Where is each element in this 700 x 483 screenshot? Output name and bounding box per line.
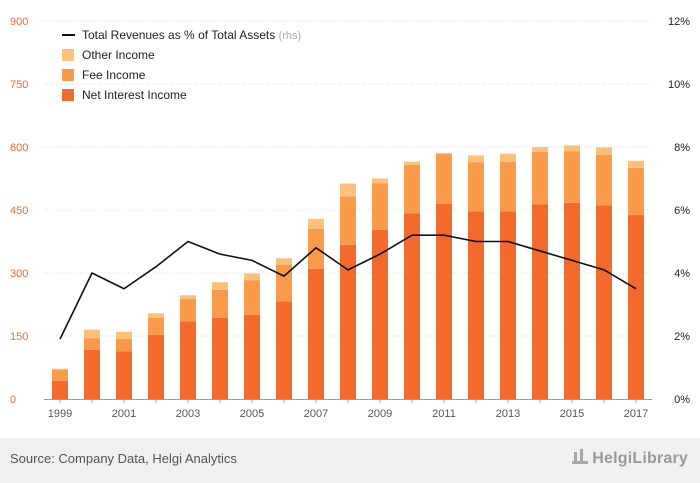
bar-other-income xyxy=(244,273,260,281)
bar-net-interest-income xyxy=(500,211,516,399)
y-right-tick-label: 10% xyxy=(668,79,690,91)
bar-net-interest-income xyxy=(308,268,324,399)
bar-other-income xyxy=(628,160,644,168)
x-tick-label: 2011 xyxy=(432,408,456,420)
bar-fee-income xyxy=(180,299,196,322)
bar-fee-income xyxy=(436,154,452,204)
x-tick-label: 2013 xyxy=(496,408,520,420)
bar-fee-income xyxy=(532,152,548,205)
y-right-tick-label: 8% xyxy=(674,142,690,154)
legend-label: Net Interest Income xyxy=(82,88,187,102)
legend-swatch xyxy=(62,89,74,101)
bar-net-interest-income xyxy=(84,349,100,399)
bar-other-income xyxy=(148,313,164,318)
bar-other-income xyxy=(596,147,612,155)
y-left-tick-label: 600 xyxy=(10,142,28,154)
bar-fee-income xyxy=(564,151,580,203)
y-right-tick-label: 2% xyxy=(674,331,690,343)
x-tick-label: 2003 xyxy=(176,408,200,420)
bar-fee-income xyxy=(500,161,516,212)
bar-other-income xyxy=(500,153,516,162)
bar-other-income xyxy=(340,183,356,197)
bar-other-income xyxy=(276,258,292,265)
bar-net-interest-income xyxy=(52,380,68,399)
bar-other-income xyxy=(84,329,100,339)
chart-canvas: 0 150 300 450 600 750 900 0% 2% 4% 6% 8% 10% 12% 1999 2… xyxy=(10,16,690,420)
bar-net-interest-income xyxy=(340,244,356,399)
bar-net-interest-income xyxy=(212,317,228,399)
y-left-tick-label: 750 xyxy=(10,79,28,91)
bar-other-income xyxy=(468,155,484,163)
bar-other-income xyxy=(116,331,132,339)
legend-swatch xyxy=(62,49,74,61)
bar-fee-income xyxy=(468,162,484,212)
bar-fee-income xyxy=(244,280,260,315)
y-left-tick-label: 450 xyxy=(10,205,28,217)
bar-other-income xyxy=(52,368,68,371)
bar-fee-income xyxy=(372,183,388,230)
footer xyxy=(0,438,700,483)
bar-net-interest-income xyxy=(244,315,260,399)
bar-fee-income xyxy=(148,317,164,335)
legend-suffix: (rhs) xyxy=(279,30,302,42)
x-tick-label: 2015 xyxy=(560,408,584,420)
y-left-tick-label: 900 xyxy=(10,16,28,28)
bar-other-income xyxy=(436,152,452,155)
bar-net-interest-income xyxy=(564,202,580,399)
bar-fee-income xyxy=(116,338,132,352)
brand-name: HelgiLibrary xyxy=(592,450,688,467)
x-tick-label: 2001 xyxy=(112,408,136,420)
line-total-revenues-pct-assets xyxy=(59,234,637,340)
helgi-library-logo[interactable]: HelgiLibrary xyxy=(572,447,688,468)
bar-net-interest-income xyxy=(276,301,292,399)
y-right-tick-label: 4% xyxy=(674,268,690,280)
bar-net-interest-income xyxy=(116,351,132,399)
bar-other-income xyxy=(212,282,228,290)
bar-fee-income xyxy=(404,165,420,214)
bar-fee-income xyxy=(628,168,644,216)
y-right-tick-label: 0% xyxy=(674,394,690,406)
chart-logo-icon xyxy=(572,447,589,464)
x-tick-label: 2007 xyxy=(304,408,328,420)
bar-net-interest-income xyxy=(148,334,164,399)
bar-other-income xyxy=(308,218,324,229)
bar-fee-income xyxy=(84,338,100,350)
legend-label: Total Revenues as % of Total Assets (rhs… xyxy=(82,28,301,42)
bar-fee-income xyxy=(52,370,68,381)
source-note: Source: Company Data, Helgi Analytics xyxy=(10,451,237,466)
bar-net-interest-income xyxy=(436,203,452,399)
bar-fee-income xyxy=(212,289,228,318)
bar-net-interest-income xyxy=(596,205,612,399)
bar-other-income xyxy=(532,147,548,153)
bar-fee-income xyxy=(340,196,356,245)
x-tick-label: 2009 xyxy=(368,408,392,420)
x-tick-label: 1999 xyxy=(48,408,72,420)
y-left-tick-label: 150 xyxy=(10,331,28,343)
y-right-tick-label: 6% xyxy=(674,205,690,217)
bar-other-income xyxy=(404,161,420,166)
y-left-tick-label: 300 xyxy=(10,268,28,280)
bar-other-income xyxy=(180,295,196,300)
bar-other-income xyxy=(564,145,580,152)
bar-net-interest-income xyxy=(404,213,420,399)
legend-label: Fee Income xyxy=(82,68,146,82)
bar-net-interest-income xyxy=(628,215,644,399)
bar-net-interest-income xyxy=(180,321,196,399)
y-right-tick-label: 12% xyxy=(668,16,690,28)
x-tick-label: 2005 xyxy=(240,408,264,420)
x-tick-label: 2017 xyxy=(624,408,648,420)
legend-label: Other Income xyxy=(82,48,155,62)
bar-fee-income xyxy=(596,154,612,206)
bar-other-income xyxy=(372,178,388,184)
bar-net-interest-income xyxy=(468,211,484,399)
bar-net-interest-income xyxy=(532,204,548,399)
bar-net-interest-income xyxy=(372,229,388,399)
legend-swatch xyxy=(62,69,74,81)
y-left-tick-label: 0 xyxy=(10,394,16,406)
